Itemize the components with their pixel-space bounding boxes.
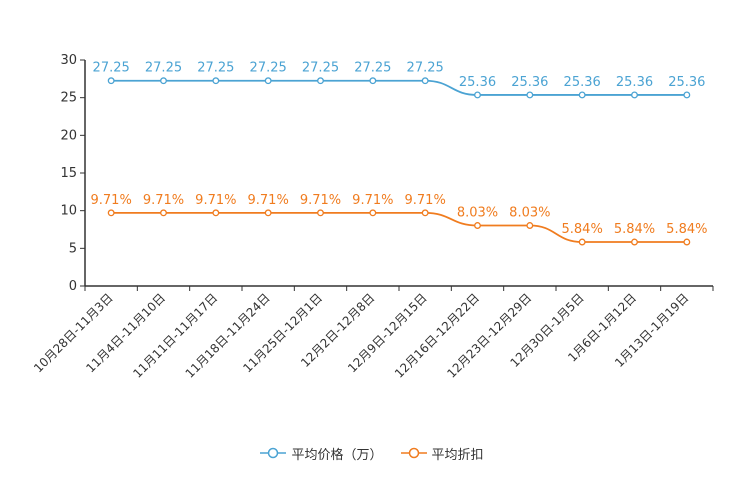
data-label: 25.36 bbox=[511, 75, 548, 90]
y-tick-label: 5 bbox=[69, 241, 77, 256]
data-point bbox=[578, 91, 586, 99]
data-label: 5.84% bbox=[666, 222, 707, 237]
data-label: 8.03% bbox=[457, 206, 498, 221]
legend-discount-marker-icon bbox=[400, 447, 427, 459]
data-label: 27.25 bbox=[145, 61, 182, 76]
data-point bbox=[369, 77, 377, 85]
data-label: 9.71% bbox=[300, 193, 341, 208]
data-point bbox=[264, 77, 272, 85]
y-tick-label: 15 bbox=[60, 166, 77, 181]
data-label: 9.71% bbox=[143, 193, 184, 208]
data-label: 27.25 bbox=[250, 61, 287, 76]
y-tick-label: 0 bbox=[69, 279, 77, 294]
y-tick-label: 25 bbox=[60, 91, 77, 106]
data-point bbox=[317, 77, 324, 85]
data-point bbox=[683, 91, 691, 99]
data-label: 9.71% bbox=[91, 193, 132, 208]
data-label: 9.71% bbox=[405, 193, 446, 208]
data-label: 25.36 bbox=[459, 75, 496, 90]
data-label: 27.25 bbox=[197, 61, 234, 76]
data-label: 27.25 bbox=[407, 61, 444, 76]
data-point bbox=[474, 222, 481, 229]
legend-item-price[interactable]: 平均价格（万） bbox=[260, 444, 383, 463]
legend-price-marker-icon bbox=[260, 447, 287, 459]
data-label: 8.03% bbox=[509, 206, 550, 221]
data-label: 9.71% bbox=[248, 193, 289, 208]
data-label: 25.36 bbox=[616, 75, 653, 90]
data-label: 27.25 bbox=[93, 61, 130, 76]
data-label: 9.71% bbox=[352, 193, 393, 208]
y-tick-label: 30 bbox=[60, 53, 77, 68]
data-label: 5.84% bbox=[614, 222, 655, 237]
data-point bbox=[578, 238, 586, 246]
data-label: 27.25 bbox=[354, 61, 391, 76]
data-label: 25.36 bbox=[564, 75, 601, 90]
data-point bbox=[474, 91, 481, 99]
data-point bbox=[160, 77, 167, 85]
y-tick-label: 10 bbox=[60, 204, 77, 219]
data-point bbox=[107, 209, 115, 217]
legend-label-price: 平均价格（万） bbox=[291, 447, 383, 463]
data-point bbox=[631, 238, 638, 246]
data-label: 27.25 bbox=[302, 61, 339, 76]
legend: 平均价格（万） 平均折扣 bbox=[0, 443, 744, 463]
series-line-0 bbox=[111, 79, 687, 96]
data-label: 25.36 bbox=[668, 75, 705, 90]
data-point bbox=[526, 222, 534, 229]
legend-item-discount[interactable]: 平均折扣 bbox=[400, 444, 484, 463]
data-point bbox=[369, 209, 377, 217]
data-point bbox=[683, 238, 691, 246]
line-chart: 05101520253010月28日-11月3日11月4日-11月10日11月1… bbox=[31, 53, 714, 381]
data-point bbox=[212, 209, 220, 217]
data-point bbox=[421, 209, 429, 217]
data-label: 5.84% bbox=[562, 222, 603, 237]
data-point bbox=[160, 209, 167, 217]
data-label: 9.71% bbox=[195, 193, 236, 208]
data-point bbox=[107, 77, 115, 85]
data-point bbox=[317, 209, 324, 217]
data-point bbox=[526, 91, 534, 99]
data-point bbox=[212, 77, 220, 85]
y-tick-label: 20 bbox=[60, 128, 77, 143]
data-point bbox=[264, 209, 272, 217]
legend-label-discount: 平均折扣 bbox=[431, 447, 484, 463]
data-point bbox=[421, 77, 429, 85]
data-point bbox=[631, 91, 638, 99]
